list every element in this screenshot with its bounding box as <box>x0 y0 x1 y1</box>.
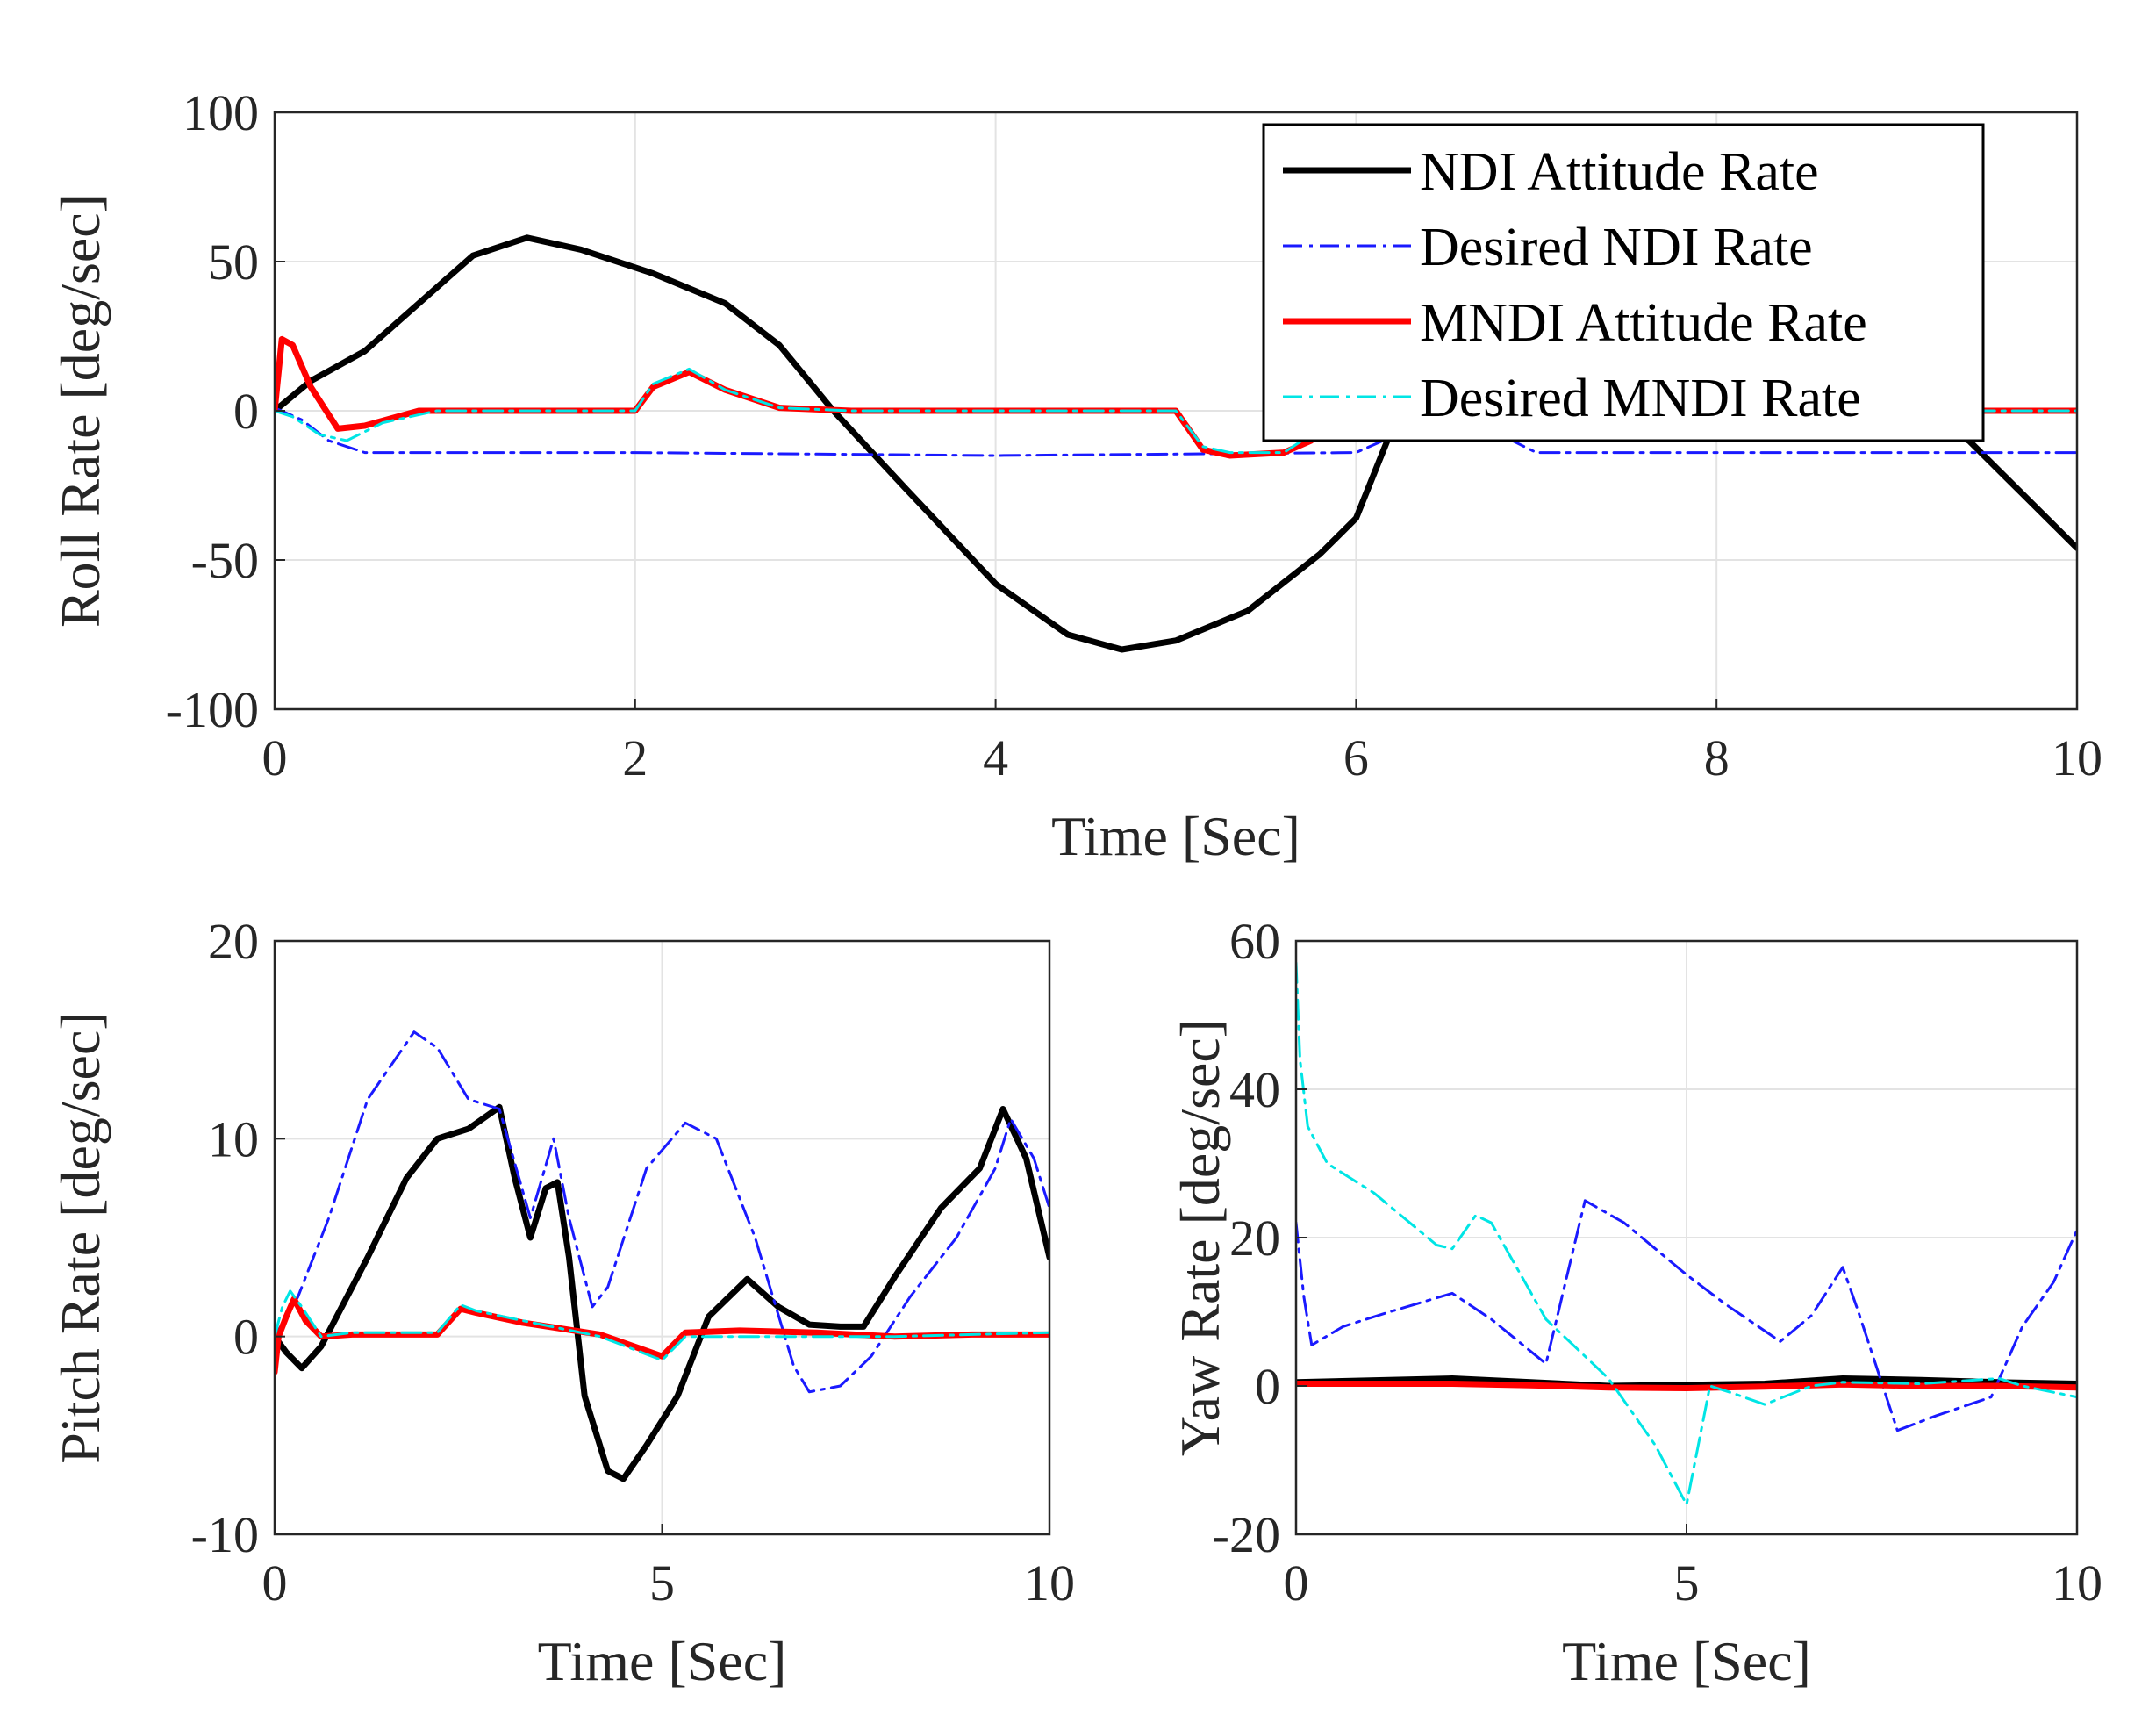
series-line-series-3 <box>275 1289 1049 1362</box>
y-tick-label: 0 <box>233 383 259 440</box>
series-line-desired-ndi-rate <box>275 406 2077 457</box>
y-axis-label: Pitch Rate [deg/sec] <box>49 1011 111 1463</box>
series-line-series-0 <box>275 1103 1049 1482</box>
legend-label: Desired NDI Rate <box>1420 218 1813 277</box>
legend-label: Desired MNDI Rate <box>1420 369 1861 428</box>
y-tick-label: 0 <box>233 1309 259 1366</box>
x-axis-label: Time [Sec] <box>1051 805 1300 867</box>
x-tick-label: 0 <box>262 1554 288 1612</box>
x-tick-label: 2 <box>622 729 648 786</box>
x-tick-label: 10 <box>2052 1554 2102 1612</box>
y-tick-label: 0 <box>1255 1358 1280 1415</box>
x-tick-label: 8 <box>1704 729 1730 786</box>
series-line-series-1 <box>1296 1199 2077 1432</box>
x-tick-label: 10 <box>1024 1554 1075 1612</box>
series-line-series-1 <box>275 1030 1049 1394</box>
legend-box <box>1262 123 1985 442</box>
y-tick-label: 40 <box>1229 1061 1280 1118</box>
y-tick-label: 20 <box>1229 1210 1280 1267</box>
legend-label: MNDI Attitude Rate <box>1420 293 1867 353</box>
x-tick-label: 4 <box>983 729 1008 786</box>
x-tick-label: 10 <box>2052 729 2102 786</box>
y-axis-label: Yaw Rate [deg/sec] <box>1169 1019 1231 1456</box>
x-tick-label: 5 <box>649 1554 675 1612</box>
x-tick-label: 0 <box>1284 1554 1309 1612</box>
x-axis-label: Time [Sec] <box>538 1630 787 1692</box>
series-line-series-2 <box>275 1296 1049 1375</box>
legend-label: NDI Attitude Rate <box>1420 142 1819 202</box>
y-tick-label: 100 <box>183 84 259 141</box>
y-tick-label: 50 <box>208 233 259 291</box>
x-axis-label: Time [Sec] <box>1562 1630 1811 1692</box>
x-tick-label: 6 <box>1343 729 1369 786</box>
y-tick-label: -20 <box>1213 1506 1280 1563</box>
x-tick-label: 5 <box>1674 1554 1700 1612</box>
y-axis-label: Roll Rate [deg/sec] <box>49 194 111 628</box>
series-line-series-0 <box>1296 1375 2077 1389</box>
y-tick-label: -50 <box>191 532 259 589</box>
series-line-series-2 <box>1296 1381 2077 1391</box>
y-tick-label: -10 <box>191 1506 259 1563</box>
series-line-series-3 <box>1296 961 2077 1506</box>
chart-roll: 0 2 4 6 8 10 -100 -50 0 50 100 Time [Sec] Roll Rate … <box>49 84 2102 867</box>
y-tick-label: -100 <box>166 681 259 738</box>
legend: NDI Attitude Rate Desired NDI Rate MNDI At… <box>1262 123 1985 442</box>
y-tick-label: 10 <box>208 1110 259 1167</box>
y-tick-label: 60 <box>1229 913 1280 970</box>
x-tick-label: 0 <box>262 729 288 786</box>
y-tick-label: 20 <box>208 913 259 970</box>
